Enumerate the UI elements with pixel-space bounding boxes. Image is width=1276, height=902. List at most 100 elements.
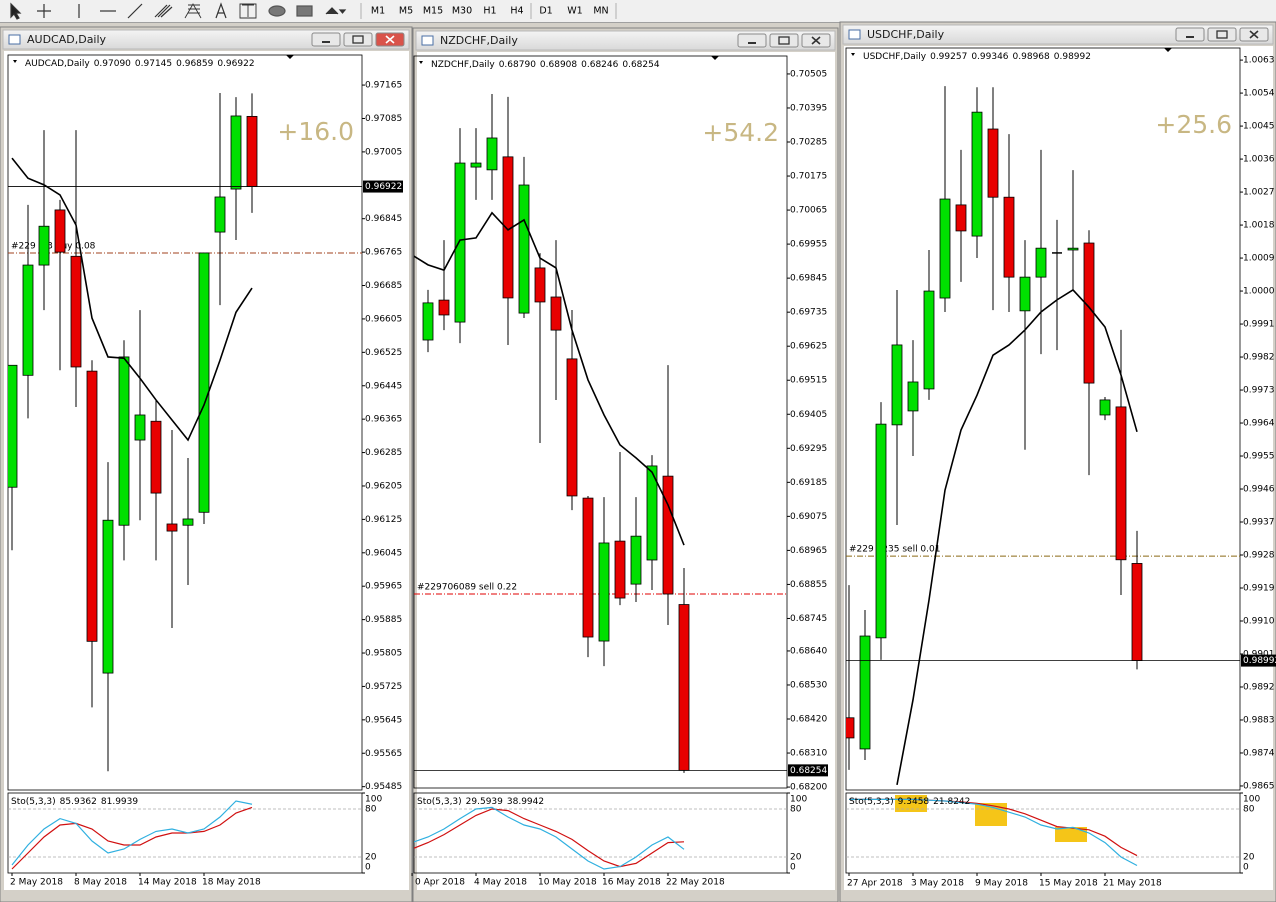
y-tick-label: 0.68530 [790, 680, 827, 690]
candle-body [118, 356, 130, 526]
maximize-button[interactable] [1207, 27, 1237, 42]
candle-body [438, 299, 450, 316]
x-tick-label: 10 May 2018 [538, 878, 597, 888]
header-symbol: USDCHF,Daily [863, 52, 927, 62]
y-tick-label: 0.9874 [1243, 748, 1275, 758]
crosshair-tool[interactable] [37, 4, 51, 18]
y-tick-label: 0.69405 [790, 410, 827, 420]
sto-line [414, 808, 685, 868]
candle-body [422, 302, 434, 341]
timeframe-button[interactable]: M1 [371, 6, 385, 17]
x-tick-label: 9 May 2018 [975, 879, 1028, 889]
ellipse-tool[interactable] [268, 5, 286, 17]
candle-body [198, 252, 210, 513]
y-tick-label: 0.95965 [365, 582, 402, 592]
window-title: USDCHF,Daily [867, 28, 945, 41]
window-icon [421, 35, 434, 46]
y-tick-label: 1.0036 [1243, 155, 1275, 165]
x-tick-label: 21 May 2018 [1103, 879, 1162, 889]
sto-line [849, 798, 1138, 867]
order-label: #229 6235 sell 0.01 [849, 545, 940, 555]
candle-body [891, 344, 903, 426]
y-tick-label: 0.96125 [365, 515, 402, 525]
candle-body [134, 414, 146, 441]
sto-name: Sto(5,3,3) [849, 797, 894, 807]
y-tick-label: 0.96045 [365, 548, 402, 558]
price-box [363, 180, 403, 193]
candle-body [8, 364, 18, 488]
maximize-button[interactable] [769, 33, 799, 48]
y-tick-label: 0.96845 [365, 214, 402, 224]
chart-windows: AUDCAD,Daily 0.97165 0.97085 0.97005 0.96845… [0, 21, 1276, 902]
header-ohlc: 0.96922 [217, 59, 254, 69]
y-tick-label: 0.96365 [365, 415, 402, 425]
y-tick-label: 0.70395 [790, 103, 827, 113]
minimize-button[interactable] [1175, 27, 1205, 42]
sto-name: Sto(5,3,3) [11, 797, 56, 807]
y-tick-label: 0.9964 [1243, 419, 1275, 429]
x-tick-label: 27 Apr 2018 [847, 879, 903, 889]
sto-name: Sto(5,3,3) [417, 797, 462, 807]
x-tick-label: 15 May 2018 [1039, 879, 1098, 889]
header-symbol: NZDCHF,Daily [431, 60, 495, 70]
price-box [788, 764, 828, 777]
timeframe-button[interactable]: W1 [567, 6, 582, 17]
timeframe-button[interactable]: MN [593, 6, 608, 17]
fibonacci-tool[interactable] [184, 3, 202, 19]
chart-area [844, 46, 1273, 890]
y-tick-label: 0.96205 [365, 481, 402, 491]
header-ohlc: 0.68908 [540, 60, 577, 70]
y-tick-label: 0.95565 [365, 749, 402, 759]
minimize-button[interactable] [737, 33, 767, 48]
window-icon [848, 29, 861, 40]
window-title: AUDCAD,Daily [27, 33, 107, 46]
timeframe-button[interactable]: M30 [452, 6, 472, 17]
y-tick-label: 0.70505 [790, 69, 827, 79]
candle-body [955, 204, 967, 232]
timeframe-button[interactable]: M15 [423, 6, 443, 17]
order-label: #229706089 sell 0.22 [417, 583, 517, 593]
text-tool[interactable] [215, 2, 227, 19]
y-tick-label: 0.9955 [1243, 452, 1275, 462]
title-bar [2, 29, 410, 50]
candle-body [859, 635, 871, 750]
trendline-tool[interactable] [127, 3, 143, 19]
sto-header: Sto(5,3,3) 85.9362 81.9939 [11, 797, 138, 807]
candle-body [1035, 247, 1047, 278]
y-tick-label: 0.70065 [790, 206, 827, 216]
y-tick-label: 0.96285 [365, 448, 402, 458]
price-box [1241, 654, 1276, 667]
header-ohlc: 0.97090 [94, 59, 131, 69]
candle-body [246, 115, 258, 187]
label-tool[interactable] [239, 3, 257, 19]
candle-body [38, 225, 50, 266]
y-tick-label: 0.97085 [365, 114, 402, 124]
window-title: NZDCHF,Daily [440, 34, 518, 47]
candle-body [630, 535, 642, 585]
timeframe-button[interactable]: H1 [483, 6, 496, 17]
timeframe-button[interactable]: M5 [399, 6, 413, 17]
sto-header: Sto(5,3,3) 9.3458 21.8242 [849, 797, 970, 807]
sto-tick-label: 20 [1243, 853, 1255, 863]
highlight [1055, 827, 1087, 842]
minimize-button[interactable] [311, 32, 341, 47]
chart-window: USDCHF,Daily 1.0063 1.0054 1.0045 1.0036 1.00… [839, 21, 1276, 902]
profit-label: +25.6 [1155, 110, 1232, 139]
rectangle-tool[interactable] [296, 5, 313, 17]
chart-header: AUDCAD,Daily 0.97090 0.97145 0.96859 0.96922 [25, 59, 255, 69]
cursor-tool[interactable] [10, 2, 22, 20]
timeframe-button[interactable]: H4 [510, 6, 523, 17]
channel-tool[interactable] [154, 4, 173, 18]
timeframe-button[interactable]: D1 [539, 6, 552, 17]
y-tick-label: 1.0045 [1243, 122, 1275, 132]
candle-body [1019, 276, 1031, 312]
y-tick-label: 0.69075 [790, 512, 827, 522]
y-tick-label: 0.95645 [365, 715, 402, 725]
candle-body [470, 162, 482, 168]
y-tick-label: 1.0063 [1243, 56, 1275, 66]
maximize-button[interactable] [343, 32, 373, 47]
candle-body [846, 717, 855, 739]
sto-tick-label: 100 [365, 795, 382, 805]
arrows-tool[interactable] [325, 7, 347, 15]
